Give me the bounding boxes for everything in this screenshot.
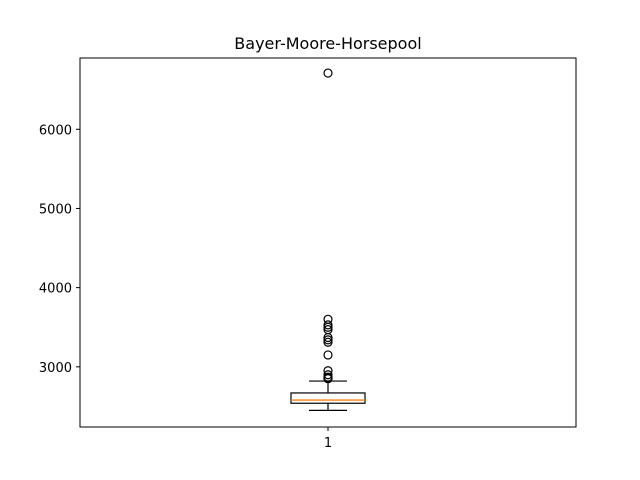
y-tick-label: 4000 bbox=[39, 282, 72, 297]
outlier-point bbox=[323, 68, 333, 78]
y-tick-label: 3000 bbox=[39, 361, 72, 376]
axes-frame bbox=[79, 57, 577, 428]
outlier-point bbox=[323, 335, 333, 345]
y-tick-label: 5000 bbox=[39, 202, 72, 217]
outlier-point bbox=[323, 370, 333, 380]
x-tick-label: 1 bbox=[324, 436, 332, 451]
outlier-point bbox=[323, 325, 333, 335]
plot-area: 3000 4000 5000 6000 1 bbox=[39, 57, 577, 451]
outlier-point bbox=[323, 337, 333, 347]
outlier-point bbox=[323, 366, 333, 376]
chart-title: Bayer-Moore-Horsepool bbox=[234, 34, 421, 53]
outlier-point bbox=[323, 372, 333, 382]
outlier-point bbox=[323, 350, 333, 360]
box-iqr bbox=[290, 392, 366, 404]
outlier-point bbox=[323, 314, 333, 324]
y-tick-label: 6000 bbox=[39, 123, 72, 138]
outlier-point bbox=[323, 320, 333, 330]
